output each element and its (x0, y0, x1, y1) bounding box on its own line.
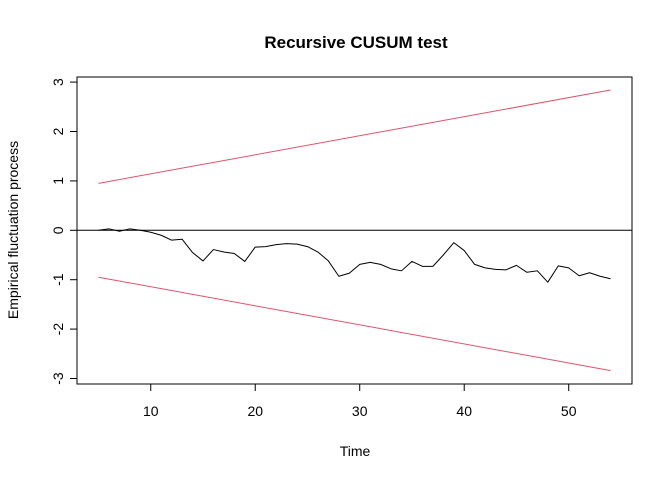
x-tick-label: 40 (456, 403, 472, 419)
y-tick-label: -2 (50, 323, 66, 336)
y-tick-label: -3 (50, 372, 66, 385)
y-tick-label: 0 (50, 226, 66, 234)
x-tick-label: 20 (247, 403, 263, 419)
plot-area (77, 89, 632, 372)
x-tick-label: 30 (352, 403, 368, 419)
chart-title: Recursive CUSUM test (264, 33, 448, 52)
y-tick-label: -1 (50, 273, 66, 286)
y-axis-title: Empirical fluctuation process (5, 141, 21, 319)
x-tick-label: 50 (561, 403, 577, 419)
y-tick-label: 2 (50, 127, 66, 135)
lower-boundary-line (98, 276, 611, 372)
y-axis: -3 -2 -1 0 1 2 3 (50, 78, 78, 385)
y-tick-label: 1 (50, 177, 66, 185)
upper-boundary-line (98, 89, 611, 184)
cusum-process-line (98, 228, 611, 283)
y-tick-label: 3 (50, 78, 66, 86)
x-tick-label: 10 (143, 403, 159, 419)
x-axis-title: Time (340, 443, 371, 459)
x-axis: 10 20 30 40 50 (143, 383, 577, 419)
